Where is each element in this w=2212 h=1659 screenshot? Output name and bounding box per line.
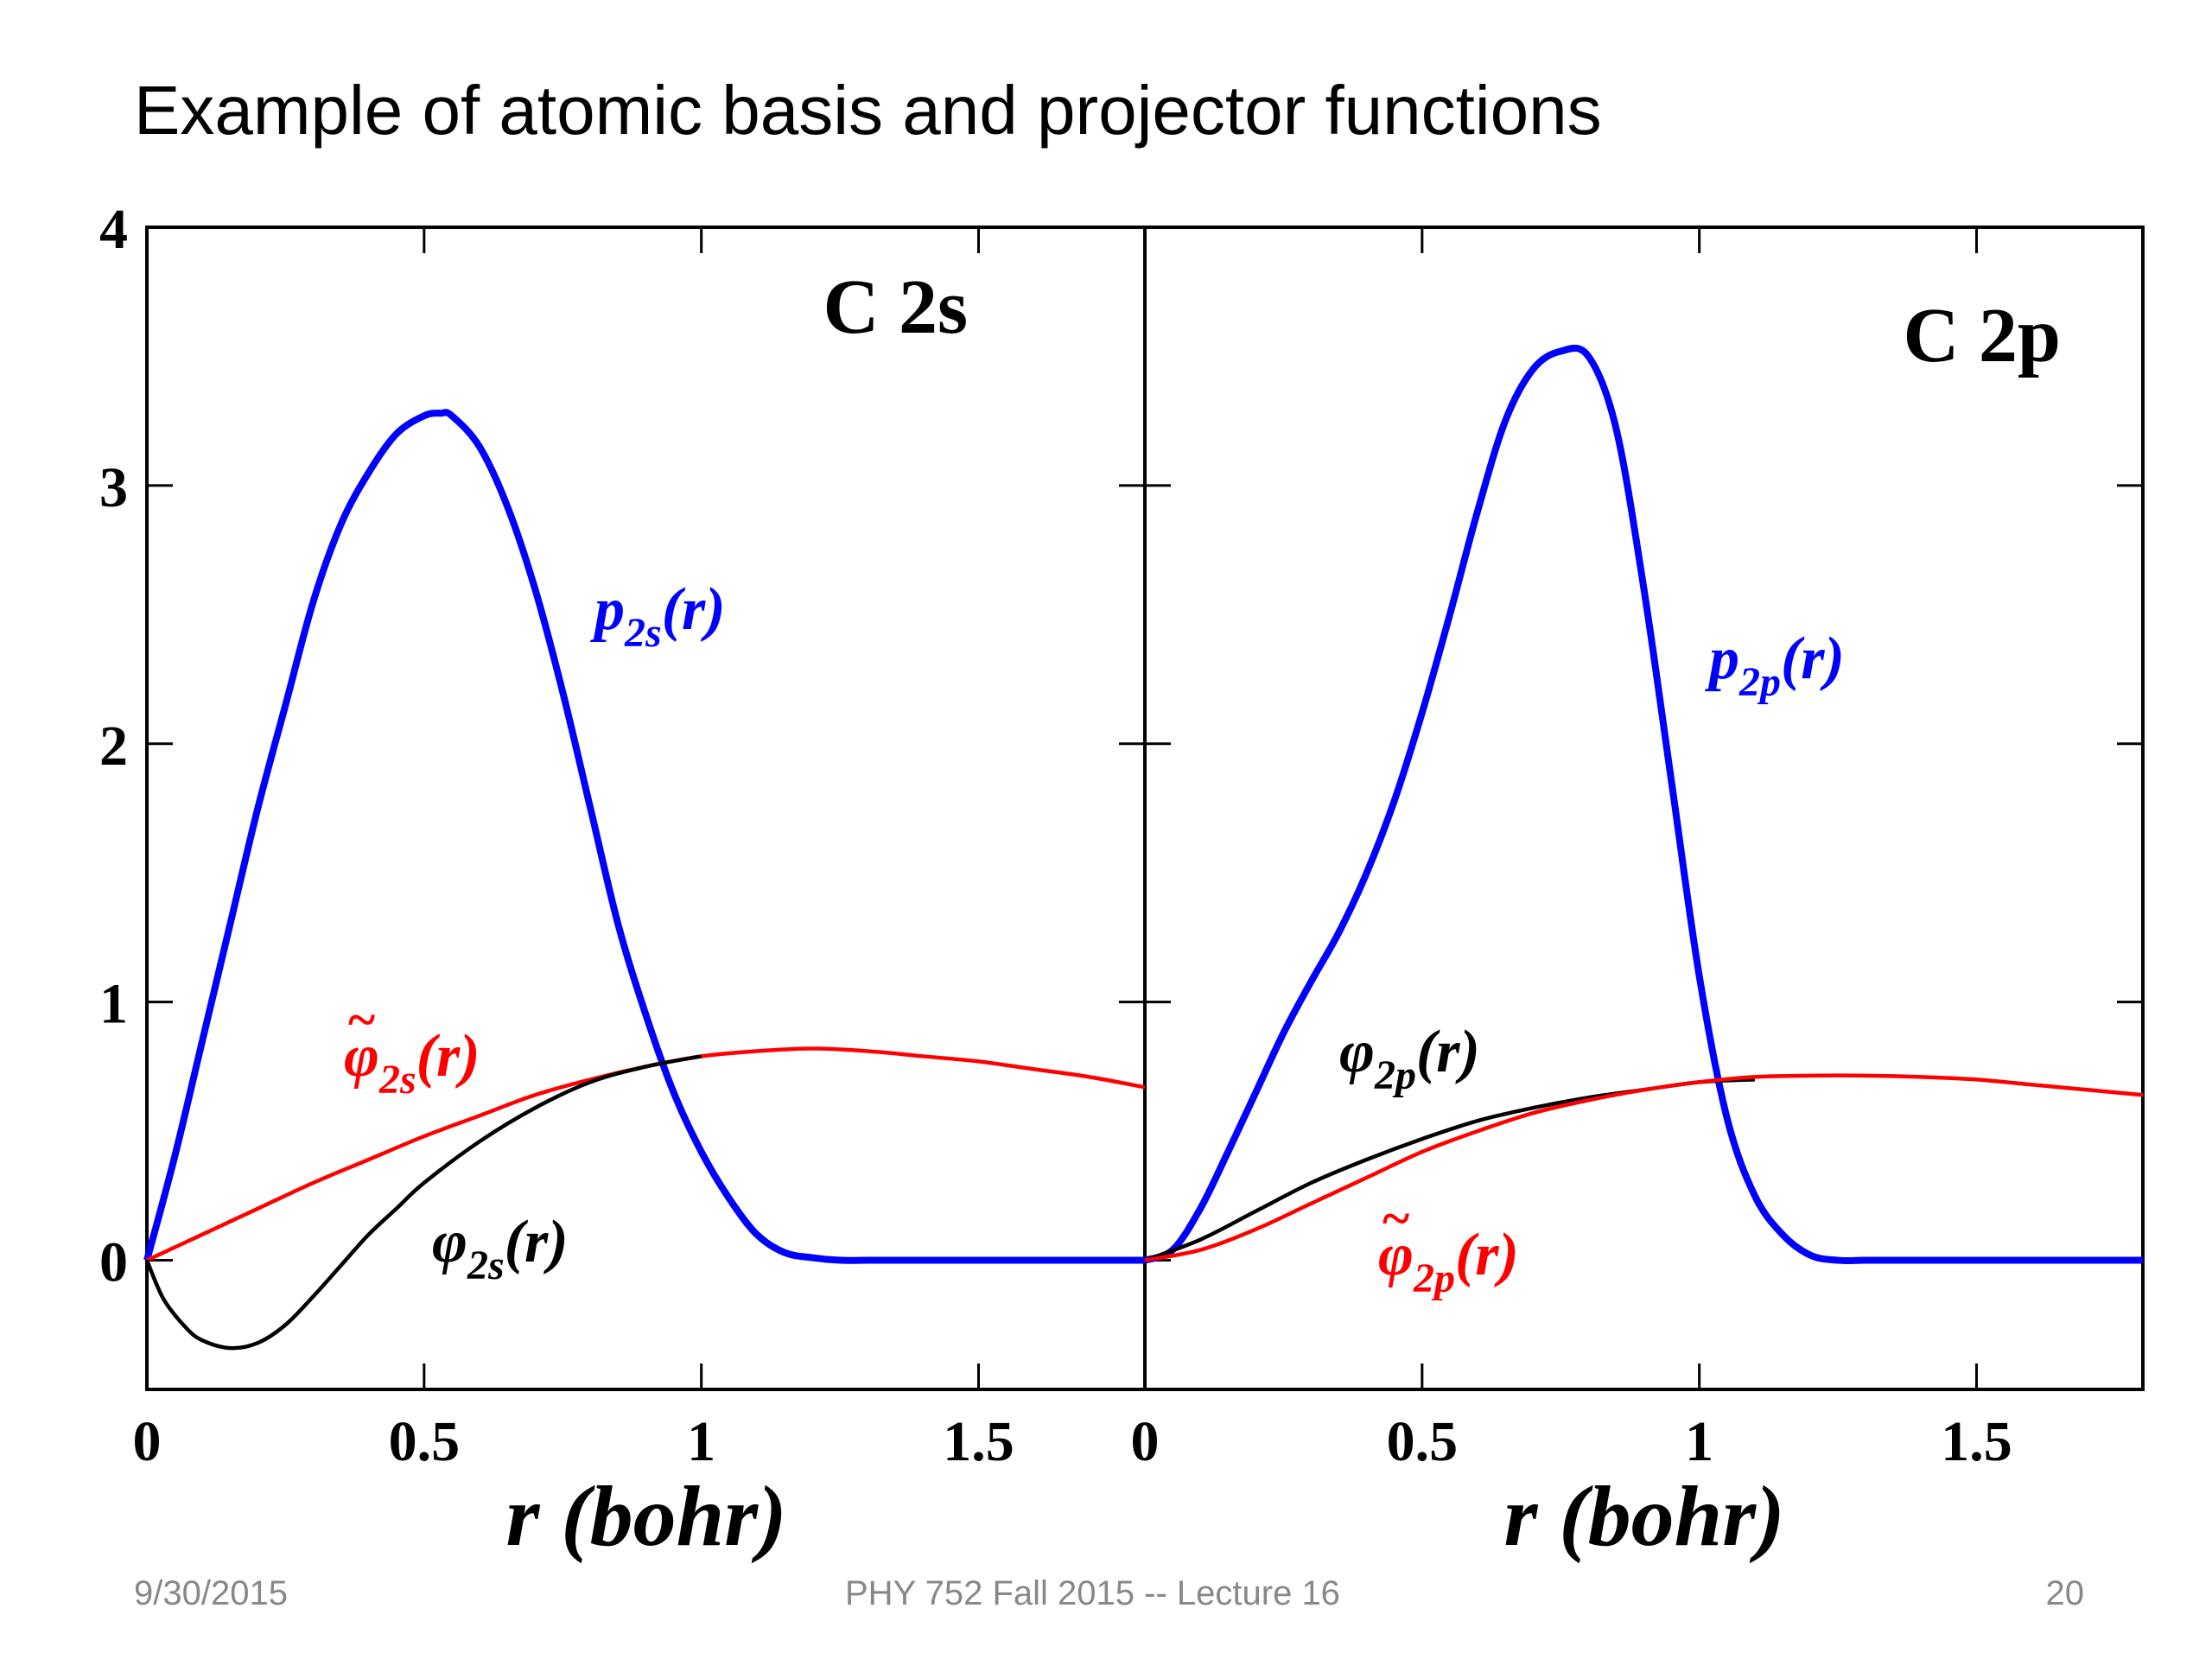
right-series-line bbox=[1144, 1073, 2144, 1262]
left-series-group bbox=[143, 409, 1146, 1351]
right-series-line bbox=[1143, 344, 2143, 1264]
label-phi-2p: φ2p(r) bbox=[1339, 1019, 1480, 1098]
right-xtick-label: 1 bbox=[1685, 1410, 1713, 1473]
label-p2p: p2p(r) bbox=[1705, 626, 1845, 705]
left-ytick-label: 4 bbox=[99, 198, 128, 261]
right-series-line bbox=[1144, 1077, 1755, 1262]
left-plot-frame bbox=[145, 226, 1147, 1391]
right-ticks: 0 0.5 1 1.5 bbox=[1131, 226, 2143, 1473]
label-p2s: p2s(r) bbox=[590, 576, 726, 656]
left-ytick-label: 2 bbox=[99, 715, 128, 778]
left-xlabel: r (bohr) bbox=[505, 1468, 786, 1564]
footer-date: 9/30/2015 bbox=[134, 1574, 288, 1612]
left-xtick-label: 0.5 bbox=[389, 1410, 461, 1473]
left-panel-title: C 2s bbox=[823, 264, 968, 350]
right-xtick-label: 0 bbox=[1131, 1410, 1160, 1473]
right-xtick-label: 1.5 bbox=[1941, 1410, 2012, 1473]
left-series-line bbox=[144, 1054, 702, 1351]
left-ytick-label: 0 bbox=[99, 1231, 128, 1294]
right-xlabel: r (bohr) bbox=[1503, 1468, 1784, 1564]
footer-page-number: 20 bbox=[2045, 1574, 2085, 1612]
right-xtick-label: 0.5 bbox=[1387, 1410, 1459, 1473]
label-phitilde-2p-tilde: ~ bbox=[1382, 1190, 1409, 1247]
right-series-group bbox=[1143, 344, 2144, 1264]
right-plot-frame bbox=[1143, 226, 2145, 1391]
slide-title: Example of atomic basis and projector fu… bbox=[134, 72, 1602, 149]
footer-course: PHY 752 Fall 2015 -- Lecture 16 bbox=[845, 1574, 1340, 1612]
right-panel-title: C 2p bbox=[1903, 293, 2061, 378]
label-phi-2s: φ2s(r) bbox=[432, 1209, 569, 1288]
left-xtick-label: 1 bbox=[687, 1410, 715, 1473]
left-ytick-label: 1 bbox=[99, 973, 128, 1036]
left-series-line bbox=[143, 409, 1145, 1264]
label-phitilde-2s-tilde: ~ bbox=[348, 991, 375, 1048]
left-ytick-label: 3 bbox=[99, 456, 128, 519]
left-xtick-label: 1.5 bbox=[943, 1410, 1014, 1473]
left-xtick-label: 0 bbox=[133, 1410, 162, 1473]
left-ticks: 0 0.5 1 1.5 0 1 2 3 4 bbox=[99, 198, 1145, 1473]
left-series-line bbox=[146, 1046, 1146, 1262]
